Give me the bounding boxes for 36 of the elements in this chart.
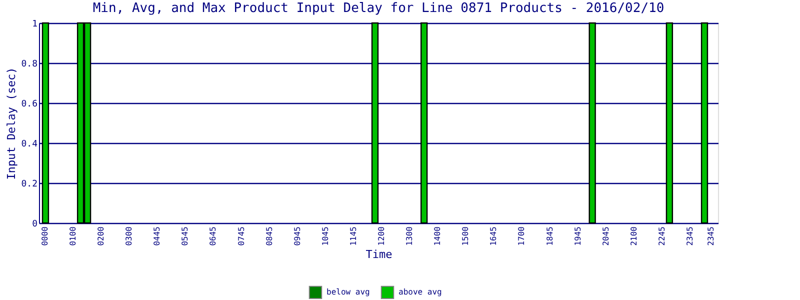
x-tick-label: 0845: [264, 226, 274, 246]
x-tick-label: 1700: [517, 226, 526, 246]
legend-label: above avg: [398, 287, 442, 296]
legend-label: below avg: [326, 287, 370, 296]
x-tick-label: 2100: [629, 226, 638, 246]
x-tick-label: 2345: [685, 226, 694, 246]
y-tick-label: 0.8: [21, 60, 38, 70]
x-tick-label: 1645: [489, 226, 498, 246]
x-tick-label: 0745: [236, 226, 246, 246]
x-tick-label: 1200: [377, 226, 386, 246]
x-tick-label: 1845: [545, 226, 554, 246]
y-tick-label: 1: [32, 20, 38, 30]
x-tick-label: 1945: [573, 226, 582, 246]
y-axis-title: Input Delay (sec): [5, 67, 18, 180]
x-tick-label: 0200: [96, 226, 106, 246]
x-tick-label: 2045: [601, 226, 610, 246]
x-tick-label: 1500: [461, 226, 470, 246]
x-tick-label: 0000: [40, 226, 50, 246]
x-tick-label: 1300: [405, 226, 414, 246]
x-tick-label: 2345: [706, 226, 716, 246]
x-tick-label: 0545: [180, 226, 190, 246]
chart-title: Min, Avg, and Max Product Input Delay for Line 0871 Products - 2016/02/10: [92, 1, 664, 16]
x-tick-label: 1045: [320, 226, 330, 246]
x-tick-label: 0300: [124, 226, 134, 246]
x-axis-title: Time: [366, 248, 392, 261]
x-tick-label: 2245: [657, 226, 666, 246]
x-tick-label: 1145: [348, 226, 358, 246]
y-tick-label: 0.2: [21, 180, 38, 190]
x-tick-label: 0945: [292, 226, 302, 246]
x-tick-label: 0445: [152, 226, 162, 246]
x-tick-label: 0645: [208, 226, 218, 246]
x-tick-label: 0100: [68, 226, 78, 246]
y-tick-label: 0.6: [21, 100, 38, 110]
y-tick-label: 0.4: [21, 140, 38, 150]
y-tick-label: 0: [32, 220, 38, 230]
x-tick-label: 1400: [433, 226, 442, 246]
